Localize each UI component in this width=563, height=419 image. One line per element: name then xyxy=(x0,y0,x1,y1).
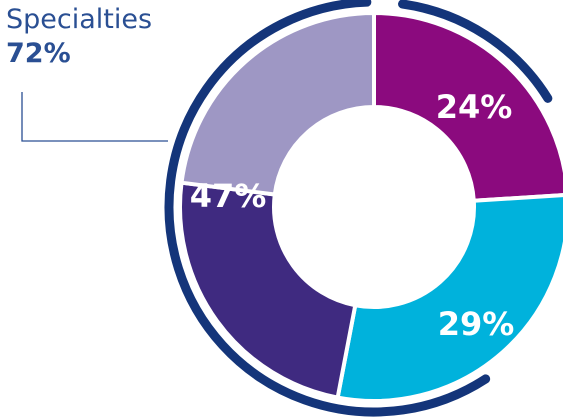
group-label: 47% xyxy=(190,177,267,215)
callout-title: Specialties xyxy=(6,4,153,35)
slice-label-2: 29% xyxy=(438,305,515,343)
donut-slice-2 xyxy=(335,193,563,403)
callout-leader-line xyxy=(21,92,168,142)
outer-arc-left xyxy=(164,0,491,417)
outer-arc-right xyxy=(398,0,553,103)
slice-labels: 24% 29% 47% xyxy=(190,88,515,343)
callout-value: 72% xyxy=(6,38,71,69)
donut-slice-1 xyxy=(372,10,563,203)
outer-arcs xyxy=(164,0,553,417)
slice-label-1: 24% xyxy=(436,88,513,126)
donut-slice-3 xyxy=(178,180,358,400)
donut-slices xyxy=(178,10,563,403)
donut-slice-4 xyxy=(179,10,376,197)
